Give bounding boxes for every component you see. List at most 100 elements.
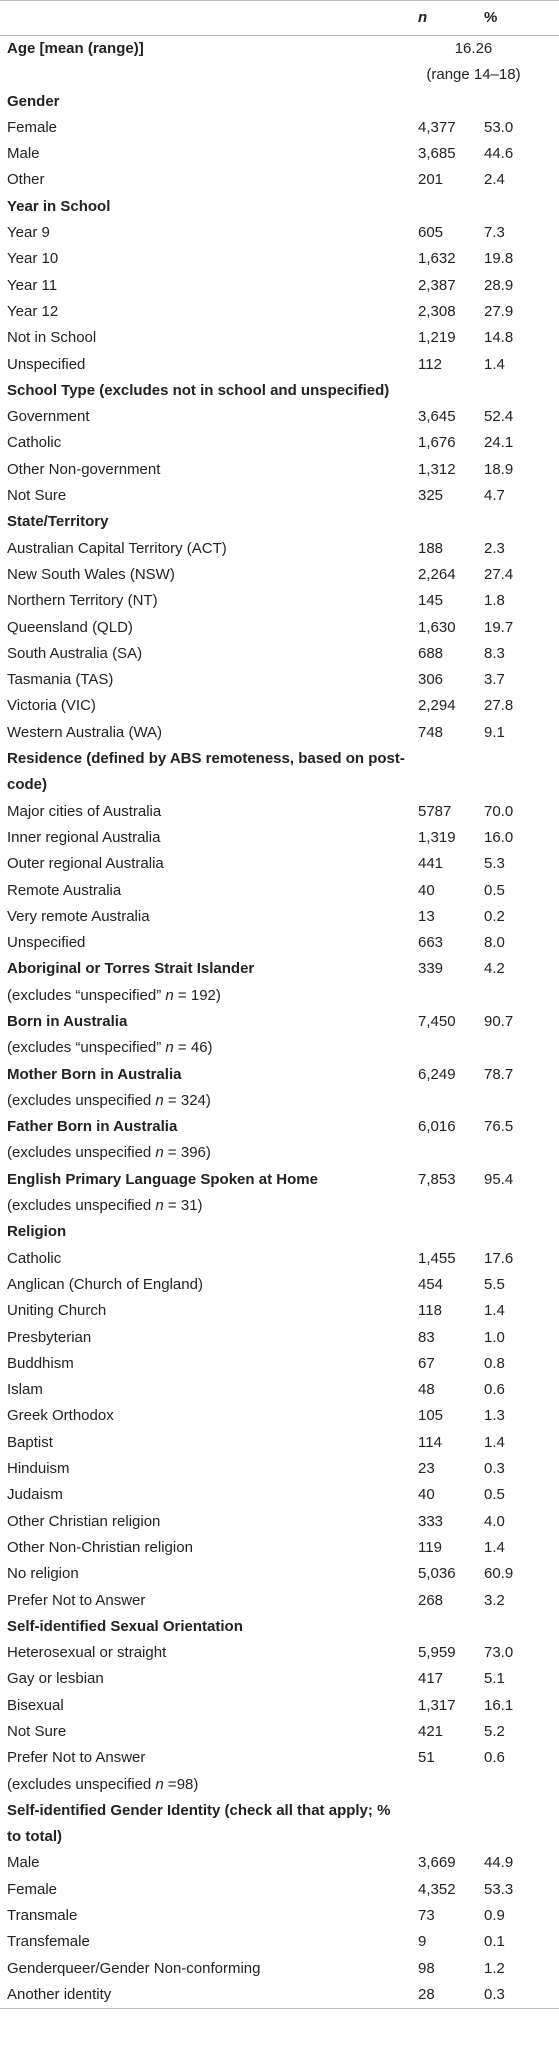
n-cell: 40 [418,1486,435,1504]
percent-cell: 9.1 [484,723,505,741]
row-label: Male [7,145,40,163]
percent-cell: 2.4 [484,171,505,189]
section-row: State/Territory [0,509,559,535]
data-row: Major cities of Australia 5787 70.0 [0,799,559,825]
n-cell: 51 [418,1749,435,1767]
data-row: Buddhism 67 0.8 [0,1351,559,1377]
n-cell: 40 [418,881,435,899]
percent-cell: 78.7 [484,1065,514,1083]
percent-cell: 73.0 [484,1644,514,1662]
row-label: Gay or lesbian [7,1670,104,1688]
section-title: Residence (defined by ABS remoteness, ba… [7,750,405,794]
n-cell: 2,387 [418,276,456,294]
percent-cell: 1.0 [484,1328,505,1346]
percent-cell: 0.2 [484,907,505,925]
row-label: Remote Australia [7,881,122,899]
row-label: Islam [7,1381,43,1399]
data-row: Not Sure 421 5.2 [0,1719,559,1745]
header-blank [0,1,418,35]
section-row: Residence (defined by ABS remoteness, ba… [0,746,559,799]
data-row: Judaism 40 0.5 [0,1482,559,1508]
percent-cell: 4.0 [484,1512,505,1530]
n-cell: 13 [418,907,435,925]
data-row: South Australia (SA) 688 8.3 [0,641,559,667]
n-cell: 188 [418,539,444,557]
header-row: n % [0,1,559,36]
n-cell: 306 [418,671,444,689]
age-mean: 16.26 [454,40,493,57]
percent-cell: 5.1 [484,1670,505,1688]
n-cell: 1,632 [418,250,456,268]
percent-cell: 60.9 [484,1565,514,1583]
n-cell: 441 [418,855,444,873]
n-cell: 5787 [418,802,452,820]
n-cell: 748 [418,723,444,741]
row-label: Other Christian religion [7,1512,161,1530]
note: (excludes unspecified n = 396) [0,1140,559,1166]
percent-cell: 24.1 [484,434,514,452]
n-cell: 3,685 [418,145,456,163]
n-cell: 1,630 [418,618,456,636]
row-label: Year 11 [7,276,58,294]
row-label: Another identity [7,1985,112,2003]
data-row: Year 9 605 7.3 [0,220,559,246]
row-label: Female [7,118,58,136]
note-part: n [155,1197,164,1215]
percent-cell: 4.2 [484,960,505,978]
n-cell: 83 [418,1328,435,1346]
section-title: Mother Born in Australia [7,1065,182,1083]
section-row: Self-identified Gender Identity (check a… [0,1798,559,1851]
age-value: 16.26 (range 14–18) [418,36,559,89]
age-range: (range 14–18) [426,66,521,84]
percent-cell: 16.0 [484,828,514,846]
percent-cell: 5.5 [484,1275,505,1293]
section-row: Self-identified Sexual Orientation [0,1614,559,1640]
row-label: South Australia (SA) [7,644,143,662]
n-cell: 112 [418,355,442,373]
percent-cell: 1.2 [484,1959,505,1977]
row-label: Transfemale [7,1933,90,1951]
data-row: No religion 5,036 60.9 [0,1561,559,1587]
percent-cell: 76.5 [484,1118,514,1136]
percent-cell: 18.9 [484,460,514,478]
n-cell: 2,294 [418,697,456,715]
n-cell: 325 [418,487,444,505]
row-label: Female [7,1880,58,1898]
percent-cell: 27.4 [484,565,514,583]
data-row: Female 4,377 53.0 [0,115,559,141]
n-cell: 454 [418,1275,444,1293]
percent-cell: 3.7 [484,671,505,689]
n-cell: 2,308 [418,302,456,320]
row-label: Baptist [7,1433,53,1451]
data-row: Islam 48 0.6 [0,1377,559,1403]
percent-cell: 17.6 [484,1249,514,1267]
data-row: Greek Orthodox 105 1.3 [0,1403,559,1429]
header-percent: % [484,9,498,26]
note-part: n [155,1091,164,1109]
data-row: Inner regional Australia 1,319 16.0 [0,825,559,851]
data-row: Other Non-government 1,312 18.9 [0,457,559,483]
row-label: Anglican (Church of England) [7,1275,203,1293]
row-label: Tasmania (TAS) [7,671,114,689]
percent-cell: 0.3 [484,1985,505,2003]
n-cell: 5,959 [418,1644,456,1662]
data-row: Male 3,685 44.6 [0,141,559,167]
n-cell: 1,319 [418,828,456,846]
percent-cell: 8.3 [484,644,505,662]
data-row: Uniting Church 118 1.4 [0,1298,559,1324]
section-row: Gender [0,89,559,115]
data-row: Transfemale 9 0.1 [0,1929,559,1955]
data-row: Queensland (QLD) 1,630 19.7 [0,615,559,641]
row-label: Hinduism [7,1460,70,1478]
row-label: No religion [7,1565,79,1583]
data-row: Prefer Not to Answer 268 3.2 [0,1588,559,1614]
data-row: Male 3,669 44.9 [0,1850,559,1876]
section-title: English Primary Language Spoken at Home [7,1170,318,1188]
n-cell: 28 [418,1985,435,2003]
data-row: Catholic 1,455 17.6 [0,1246,559,1272]
note-part: = 46) [173,1039,213,1057]
percent-cell: 16.1 [484,1696,514,1714]
section-title: State/Territory [7,513,109,531]
section-row: Mother Born in Australia 6,249 78.7 [0,1062,559,1088]
percent-cell: 95.4 [484,1170,514,1188]
